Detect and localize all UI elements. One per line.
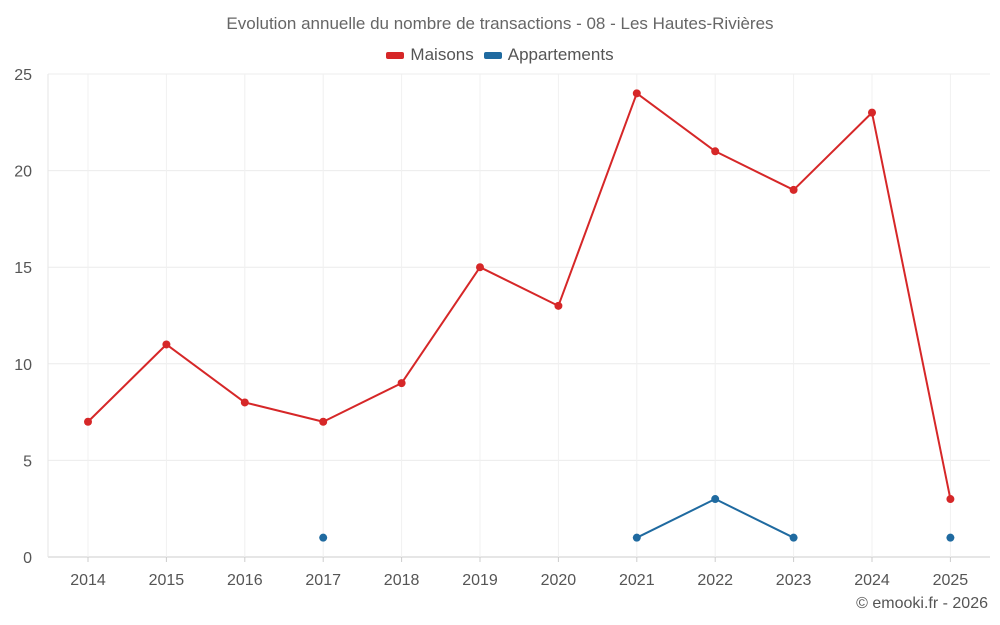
- series-maisons-segment-2020: [557, 92, 638, 307]
- series-maisons-segment-2021: [635, 92, 717, 153]
- series-maisons-segment-2024: [871, 111, 952, 501]
- series-maisons-segment-2019: [479, 266, 560, 307]
- series-maisons-point-2018: [397, 379, 406, 388]
- x-tick-label-2020: 2020: [541, 572, 577, 589]
- series-appartements-point-2025: [946, 533, 955, 542]
- y-tick-label-15: 15: [14, 260, 32, 277]
- y-tick-label-10: 10: [14, 357, 32, 374]
- series-maisons-point-2024: [868, 108, 876, 117]
- series-maisons-point-2020: [554, 301, 563, 310]
- legend-swatch-maisons: [386, 51, 405, 59]
- series-maisons-segment-2017: [322, 382, 403, 423]
- x-tick-label-2015: 2015: [149, 572, 185, 589]
- y-tick-label-20: 20: [14, 164, 32, 181]
- x-tick-label-2023: 2023: [776, 572, 812, 589]
- series-maisons-point-2019: [476, 263, 484, 272]
- legend-item-maisons[interactable]: Maisons: [386, 45, 474, 65]
- legend-label-appartements: Appartements: [507, 45, 614, 64]
- series-maisons-segment-2022: [714, 150, 795, 191]
- y-tick-label-5: 5: [23, 453, 32, 470]
- series-maisons-point-2023: [789, 185, 798, 194]
- series-maisons-point-2014: [84, 417, 92, 426]
- series-maisons-segment-2018: [400, 266, 481, 385]
- series-maisons-point-2016: [240, 398, 249, 407]
- x-tick-label-2017: 2017: [305, 572, 341, 589]
- x-tick-label-2014: 2014: [70, 572, 106, 589]
- x-tick-label-2024: 2024: [854, 572, 890, 589]
- legend-label-maisons: Maisons: [410, 45, 474, 64]
- series-maisons-segment-2014: [87, 343, 168, 423]
- chart-title: Evolution annuelle du nombre de transact…: [226, 14, 774, 33]
- legend-item-appartements[interactable]: Appartements: [483, 45, 614, 65]
- x-tick-label-2019: 2019: [462, 572, 498, 589]
- x-tick-label-2022: 2022: [697, 572, 733, 589]
- series-maisons-point-2015: [162, 340, 171, 349]
- series-maisons-point-2025: [946, 495, 955, 504]
- x-tick-label-2018: 2018: [384, 572, 420, 589]
- y-tick-label-0: 0: [23, 550, 32, 567]
- series-maisons-segment-2015: [165, 343, 246, 404]
- copyright-credit: © emooki.fr - 2026: [856, 595, 988, 612]
- series-maisons-point-2022: [711, 147, 720, 156]
- chart-legend: Maisons Appartements: [0, 45, 1000, 65]
- y-tick-label-25: 25: [14, 67, 32, 84]
- series-appartements-segment-2021: [635, 498, 717, 539]
- series-maisons-point-2021: [632, 89, 641, 98]
- series-maisons-segment-2023: [792, 111, 873, 191]
- x-tick-label-2021: 2021: [619, 572, 655, 589]
- series-appartements-segment-2022: [714, 498, 795, 539]
- series-maisons-segment-2016: [243, 401, 325, 423]
- x-tick-label-2025: 2025: [933, 572, 969, 589]
- x-tick-label-2016: 2016: [227, 572, 263, 589]
- series-appartements-point-2017: [319, 533, 328, 542]
- series-appartements-point-2021: [632, 533, 641, 542]
- series-maisons-point-2017: [319, 417, 328, 426]
- series-appartements-point-2023: [789, 533, 798, 542]
- legend-swatch-appartements: [483, 51, 502, 59]
- series-appartements-point-2022: [711, 495, 720, 504]
